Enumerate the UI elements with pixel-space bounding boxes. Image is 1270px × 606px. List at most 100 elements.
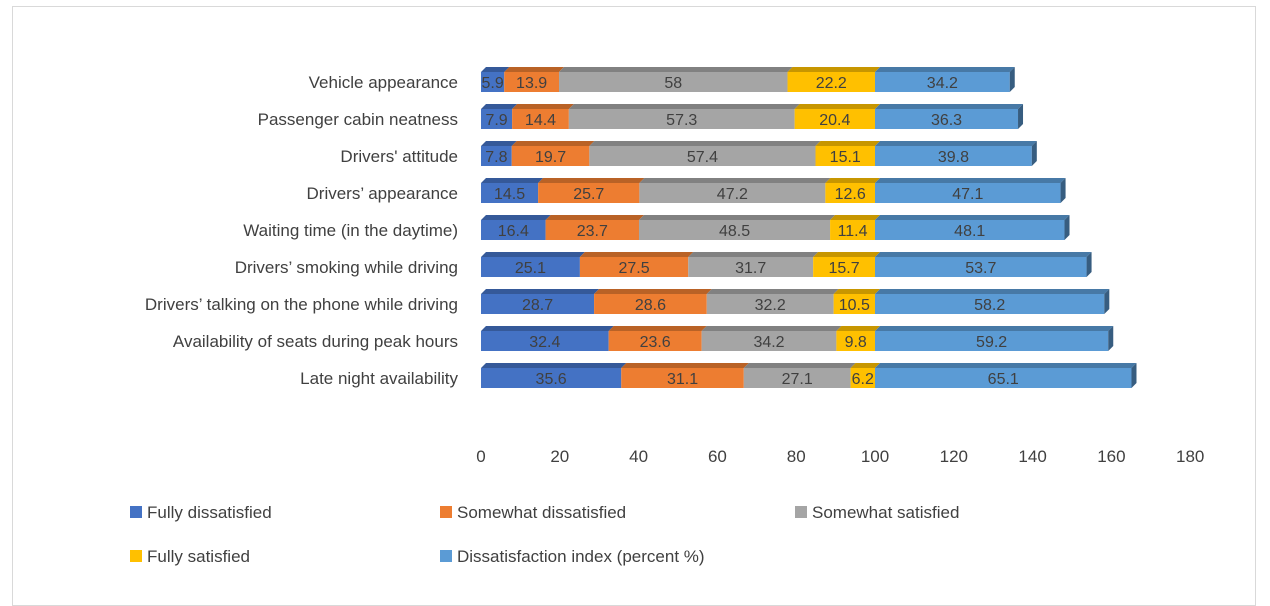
bar-segment [794, 104, 880, 129]
x-tick-label: 120 [940, 447, 968, 466]
data-label: 48.5 [719, 223, 750, 240]
data-label: 25.7 [573, 186, 604, 203]
data-label: 31.7 [735, 260, 766, 277]
data-label: 65.1 [988, 371, 1019, 388]
bar-front-face [559, 72, 788, 92]
legend-item: Dissatisfaction index (percent %) [440, 547, 705, 566]
data-label: 7.9 [485, 112, 507, 129]
legend-item: Somewhat satisfied [795, 503, 959, 522]
bar-top-face [481, 215, 551, 220]
bar-segment [481, 141, 517, 166]
data-label: 22.2 [816, 75, 847, 92]
data-label: 47.1 [952, 186, 983, 203]
bar-segment [481, 104, 518, 129]
bar-segment [815, 141, 880, 166]
bar-top-face [875, 67, 1015, 72]
bar-segment [875, 67, 1015, 92]
bar-segment [813, 252, 880, 277]
data-label: 31.1 [667, 371, 698, 388]
bar-front-face [813, 257, 875, 277]
bar-segment [589, 141, 821, 166]
bar-segment [830, 215, 880, 240]
data-label: 9.8 [845, 334, 867, 351]
bar-segment [579, 252, 694, 277]
bar-front-face [743, 368, 851, 388]
bar-front-face [579, 257, 689, 277]
bar-side-face [1031, 141, 1037, 166]
x-tick-label: 140 [1018, 447, 1046, 466]
bar-top-face [833, 289, 880, 294]
data-labels: 5.9 13.9 58 22.2 34.2 7.9 14.4 57.3 20.4 36.3 7.8 1… [481, 75, 1018, 388]
bar-top-face [815, 141, 880, 146]
bar-top-face [836, 326, 880, 331]
data-label: 59.2 [976, 334, 1007, 351]
bar-front-face [481, 294, 595, 314]
data-label: 48.1 [954, 223, 985, 240]
legend-item: Somewhat dissatisfied [440, 503, 626, 522]
bar-top-face [813, 252, 880, 257]
bar-segment [706, 289, 839, 314]
bar-segment [545, 215, 644, 240]
x-axis-ticks: 0 20 40 60 80 100 120 140 160 180 [476, 447, 1204, 466]
bar-segment [511, 141, 595, 166]
data-label: 34.2 [927, 75, 958, 92]
bar-top-face [481, 178, 544, 183]
bar-segment [594, 289, 712, 314]
bar-top-face [481, 67, 510, 72]
bar-segment [638, 215, 836, 240]
data-label: 47.2 [717, 186, 748, 203]
bar-side-face [1018, 104, 1024, 129]
bar-segment [608, 326, 707, 351]
data-label: 12.6 [835, 186, 866, 203]
bar-segment [481, 363, 627, 388]
bar-top-face [794, 104, 880, 109]
category-label: Drivers’ appearance [307, 184, 459, 203]
bar-front-face [875, 146, 1032, 166]
bar-segment [481, 252, 585, 277]
bar-top-face [608, 326, 707, 331]
bar-top-face [568, 104, 800, 109]
bar-front-face [875, 257, 1087, 277]
bar-front-face [594, 294, 707, 314]
bar-side-face [1086, 252, 1092, 277]
bar-segment [875, 104, 1024, 129]
data-label: 23.6 [640, 334, 671, 351]
bar-top-face [481, 141, 517, 146]
bar-front-face [875, 294, 1105, 314]
bar-top-face [875, 252, 1092, 257]
x-tick-label: 0 [476, 447, 485, 466]
bar-segment [481, 326, 614, 351]
bar-segment [639, 178, 831, 203]
bar-top-face [825, 178, 880, 183]
bar-front-face [481, 72, 505, 92]
bar-front-face [504, 72, 560, 92]
category-label: Waiting time (in the daytime) [243, 221, 458, 240]
category-label: Vehicle appearance [309, 73, 458, 92]
bar-front-face [538, 183, 640, 203]
bar-front-face [568, 109, 795, 129]
bar-front-face [875, 368, 1132, 388]
bar-top-face [701, 326, 842, 331]
bar-front-face [836, 331, 875, 351]
bar-top-face [511, 141, 595, 146]
bar-top-face [481, 289, 600, 294]
bar-top-face [545, 215, 644, 220]
bar-front-face [875, 109, 1019, 129]
bar-front-face [512, 109, 569, 129]
legend-label: Fully dissatisfied [147, 503, 272, 522]
category-label: Late night availability [300, 369, 458, 388]
bar-segment [504, 67, 565, 92]
bar-segment [825, 178, 880, 203]
bar-segment [875, 141, 1037, 166]
bar-top-face [875, 363, 1137, 368]
x-tick-label: 180 [1176, 447, 1204, 466]
x-tick-label: 60 [708, 447, 727, 466]
bar-segment [787, 67, 880, 92]
category-label: Drivers’ smoking while driving [235, 258, 458, 277]
bar-top-face [594, 289, 712, 294]
stacked-bar-chart: Vehicle appearance Passenger cabin neatne… [130, 67, 1204, 566]
data-label: 13.9 [516, 75, 547, 92]
bar-top-face [830, 215, 880, 220]
bar-front-face [825, 183, 875, 203]
bar-segment [875, 326, 1114, 351]
